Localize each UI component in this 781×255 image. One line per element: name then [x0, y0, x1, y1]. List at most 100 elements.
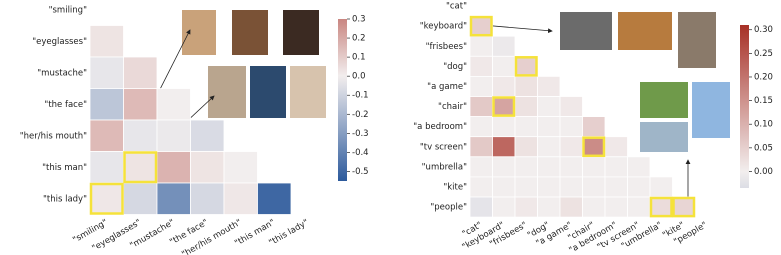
heatmap-cell: [649, 196, 673, 218]
heatmap-cell: [582, 176, 606, 198]
heatmap-cell: [469, 55, 493, 77]
heatmap-cell: [559, 156, 583, 178]
heatmap-cell: [492, 76, 516, 97]
heatmap-cell: [604, 136, 628, 158]
heatmap-cell: [537, 176, 561, 198]
heatmap-cell: [627, 156, 651, 178]
heatmap-cell: [469, 156, 493, 178]
heatmap-cell: [123, 182, 158, 215]
heatmap-cell: [492, 116, 516, 138]
colorbar-tick-label: 0.30: [754, 25, 773, 35]
heatmap-cell: [469, 76, 493, 97]
heatmap-cell: [559, 196, 583, 218]
heatmap-cell: [492, 156, 516, 178]
heatmap-cell: [89, 151, 124, 184]
y-tick-label: "keyboard": [420, 22, 467, 32]
photos-left: [182, 10, 326, 118]
colorbar-tick-label: -0.4: [352, 148, 369, 158]
heatmap-cell: [123, 119, 158, 152]
heatmap-cell: [604, 196, 628, 218]
heatmap-cell: [190, 119, 225, 152]
heatmap-cell: [514, 176, 538, 198]
heatmap-cell: [537, 76, 561, 97]
heatmap-cell: [156, 182, 191, 215]
heatmap-cell: [514, 116, 538, 138]
highlight-box: [492, 96, 516, 117]
heatmap-cell: [582, 156, 606, 178]
heatmap-cell: [582, 136, 606, 158]
highlight-box: [672, 196, 696, 218]
y-tick-label: "cat": [446, 2, 467, 12]
y-tick-label: "mustache": [37, 68, 87, 78]
highlight-box: [89, 182, 124, 215]
heatmap-cell: [469, 96, 493, 118]
colorbar-tick-label: 0.05: [754, 143, 773, 153]
heatmap-cell: [492, 35, 516, 57]
colorbar-tick-label: 0.00: [754, 167, 773, 177]
heatmap-cell: [89, 25, 124, 58]
heatmap-cell: [469, 15, 493, 37]
heatmap-cell: [514, 55, 538, 77]
heatmap-cell: [492, 176, 516, 198]
colorbar-tick-label: 0.25: [754, 49, 773, 59]
heatmap-cell: [156, 151, 191, 184]
heatmap-cell: [514, 76, 538, 97]
colorbar: [338, 19, 347, 181]
heatmap-cell: [223, 182, 258, 215]
heatmap-cell: [89, 88, 124, 121]
heatmap-cell: [604, 156, 628, 178]
heatmap-cell: [537, 196, 561, 218]
heatmap-cell: [89, 119, 124, 152]
heatmap-cell: [469, 116, 493, 138]
y-tick-label: "a game": [427, 82, 467, 92]
heatmap-cell: [123, 151, 158, 184]
heatmap-cell: [257, 182, 292, 215]
highlight-box: [649, 196, 673, 218]
colorbar-tick-label: 0.15: [754, 96, 773, 106]
heatmap-cell: [559, 176, 583, 198]
heatmap-cell: [89, 182, 124, 215]
heatmap-cell: [190, 182, 225, 215]
y-tick-label: "this lady": [43, 194, 87, 204]
colorbar-tick-label: 0.20: [754, 72, 773, 82]
heatmap-cell: [649, 176, 673, 198]
highlight-box: [514, 56, 538, 77]
heatmap-cell: [469, 35, 493, 57]
colorbar-tick-label: 0.1: [352, 53, 366, 63]
y-tick-label: "her/his mouth": [20, 131, 87, 141]
heatmap-cell: [627, 196, 651, 218]
heatmap-cell: [492, 96, 516, 118]
colorbar-tick-label: -0.3: [352, 129, 369, 139]
y-tick-label: "kite": [443, 182, 467, 192]
heatmap-cell: [537, 136, 561, 158]
highlight-box: [123, 151, 158, 184]
heatmap-cell: [582, 116, 606, 138]
photos-right: [560, 12, 730, 152]
heatmap-cell: [559, 96, 583, 118]
heatmap-cell: [537, 96, 561, 118]
heatmap-cell: [514, 96, 538, 118]
heatmap-cell: [672, 196, 696, 218]
heatmap-cell: [537, 116, 561, 138]
heatmap-cell: [190, 151, 225, 184]
heatmap-cell: [492, 136, 516, 158]
heatmap-cell: [492, 196, 516, 218]
heatmap-cell: [469, 136, 493, 158]
heatmap-cell: [156, 119, 191, 152]
highlight-box: [582, 136, 606, 158]
y-tick-label: "frisbees": [426, 42, 467, 52]
heatmap-cell: [514, 196, 538, 218]
heatmap-cell: [627, 176, 651, 198]
heatmap-cell: [89, 56, 124, 89]
heatmap-cell: [492, 55, 516, 77]
y-tick-label: "smiling": [49, 5, 87, 15]
y-tick-label: "dog": [443, 62, 467, 72]
colorbar-tick-label: 0.3: [352, 15, 366, 25]
colorbar-tick-label: 0.2: [352, 34, 366, 44]
y-tick-label: "tv screen": [420, 142, 467, 152]
heatmap-cell: [469, 196, 493, 218]
colorbar: [740, 25, 749, 188]
heatmap-cell: [559, 116, 583, 138]
y-tick-label: "this man": [42, 163, 87, 173]
